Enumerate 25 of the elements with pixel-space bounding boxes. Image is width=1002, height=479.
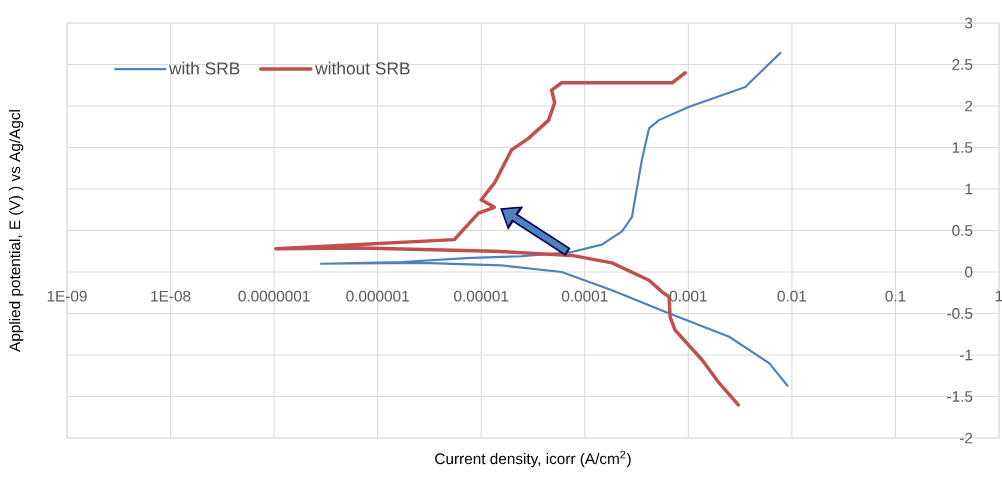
x-axis-title: Current density, icorr (A/cm$^{2}$): [435, 450, 631, 468]
legend-label: with SRB: [168, 61, 240, 75]
x-tick-label: 1E-09: [47, 290, 87, 302]
y-tick-label: 1.5: [952, 142, 973, 153]
x-tick-label: 0.000001: [346, 290, 409, 302]
y-tick-label: 0.5: [952, 225, 973, 236]
x-tick-label: 0.1: [885, 290, 906, 302]
y-tick-label: 1: [965, 183, 973, 195]
y-tick-label: -0.5: [947, 308, 973, 319]
y-tick-label: -1: [960, 349, 973, 361]
y-tick-label: 2.5: [952, 59, 973, 70]
x-tick-label: 0.0001: [561, 290, 608, 302]
y-tick-label: 0: [965, 266, 973, 278]
x-tick-label: 0.00001: [454, 290, 509, 302]
y-tick-label: 3: [965, 17, 973, 29]
y-tick-label: 2: [965, 100, 973, 112]
y-tick-label: -2: [960, 432, 973, 444]
y-tick-label: -1.5: [947, 391, 973, 402]
x-tick-label: 0.01: [777, 290, 807, 302]
x-tick-label: 1: [995, 290, 1002, 302]
legend-label: without SRB: [315, 61, 410, 75]
x-tick-label: 0.001: [669, 290, 707, 302]
x-tick-label: 1E-08: [151, 290, 191, 302]
x-tick-label: 0.0000001: [238, 290, 310, 302]
y-axis-title: Applied potential, E (V) ) vs Ag/Agcl: [9, 110, 24, 352]
